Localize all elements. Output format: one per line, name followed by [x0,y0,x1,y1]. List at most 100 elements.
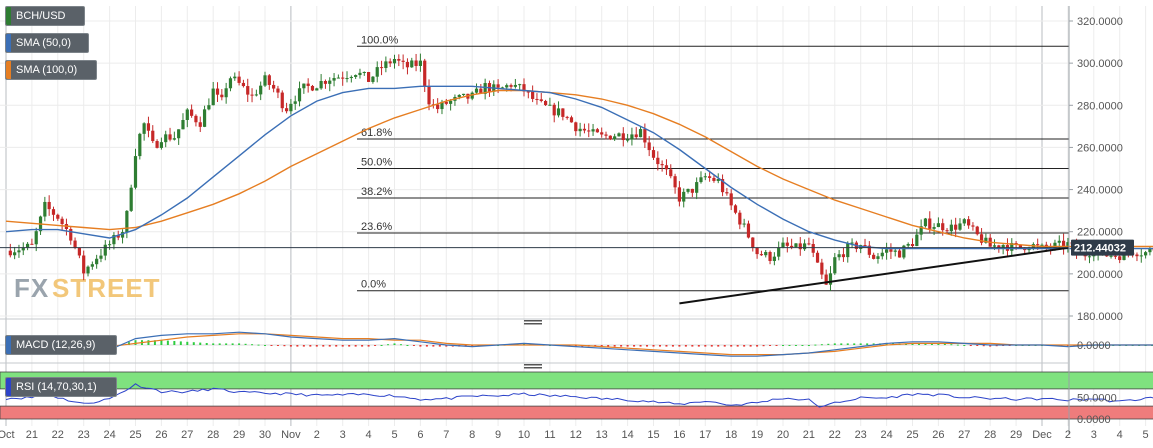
x-tick-label: 18 [725,429,737,441]
legend-sma100-label: SMA (100,0) [16,64,78,76]
candle-body [371,76,375,82]
y-tick-label: 300.0000 [1077,58,1123,70]
legend-symbol[interactable]: BCH/USD [5,6,85,26]
macd-histogram-bar [620,345,623,347]
candle-body [548,104,552,106]
panel-resize-handle[interactable] [524,367,542,369]
macd-histogram-bar [956,344,959,346]
candle-body [228,78,233,89]
candle-body [323,81,328,84]
macd-histogram-bar [270,345,273,346]
candle-body [1040,244,1044,246]
x-tick-label: 25 [129,429,141,441]
y-tick-label: 280.0000 [1077,100,1123,112]
logo-part-street: STREET [52,273,161,303]
candle-body [505,85,509,88]
x-tick-label: 8 [469,429,475,441]
x-tick-label: 22 [52,429,64,441]
legend-swatch [6,7,11,25]
macd-histogram-bar [412,345,415,346]
candle-body [73,240,77,248]
legend-rsi[interactable]: RSI (14,70,30,1) [5,377,117,397]
candle-body [159,142,163,148]
x-tick-label: Dec [1032,429,1052,441]
macd-histogram-bar [846,343,849,345]
x-tick-label: 26 [932,429,944,441]
candle-body [297,88,302,102]
candle-body [1010,243,1014,251]
candle-body [56,214,60,219]
candle-body [241,82,246,87]
candle-body [518,84,522,86]
candle-body [941,223,945,231]
macd-histogram-bar [315,345,318,347]
candle-body [565,116,569,118]
macd-histogram-bar [833,343,836,345]
candle-body [388,61,392,64]
candle-body [405,61,410,68]
panel-resize-handle[interactable] [524,364,542,366]
candle-body [51,209,56,215]
candle-body [500,87,505,89]
candle-body [17,250,21,253]
legend-swatch [6,378,11,396]
candle-body [397,58,401,61]
candle-body [923,218,928,227]
legend-sma100[interactable]: SMA (100,0) [5,60,97,80]
macd-histogram-bar [911,343,914,345]
fxstreet-logo: FX STREET [14,273,161,303]
candle-body [673,176,677,188]
macd-histogram-bar [341,345,344,347]
legend-swatch [6,336,11,354]
panel-resize-handle[interactable] [524,320,542,322]
macd-histogram-bar [814,344,817,346]
macd-histogram-bar [374,345,377,346]
candle-body [43,201,47,217]
macd-histogram-bar [613,345,616,347]
candle-body [293,101,297,104]
candle-body [384,61,388,69]
x-tick-label: 28 [984,429,996,441]
macd-histogram-bar [743,345,746,347]
fib-level-label: 50.0% [361,157,392,169]
panel-resize-handle[interactable] [524,323,542,325]
candle-body [785,242,789,246]
candle-body [440,101,444,110]
macd-histogram-bar [238,343,241,345]
candle-body [967,219,971,226]
candle-body [21,247,25,251]
macd-histogram-bar [684,345,687,347]
candle-body [828,273,833,285]
candle-body [893,250,897,252]
legend-macd[interactable]: MACD (12,26,9) [5,335,117,355]
candle-body [461,93,466,95]
rsi-oversold-zone [0,405,1153,420]
x-tick-label: 2 [314,429,320,441]
candle-body [250,94,254,96]
x-tick-label: 15 [647,429,659,441]
candle-body [543,100,548,106]
legend-sma50[interactable]: SMA (50,0) [5,33,89,53]
candle-body [194,115,198,123]
macd-histogram-bar [665,345,668,347]
y-tick-label: 240.0000 [1077,185,1123,197]
candle-body [833,257,837,274]
candle-body [138,133,142,157]
candle-body [69,229,73,241]
candle-body [703,176,707,178]
candle-body [99,255,103,259]
x-tick-label: 3 [340,429,346,441]
candle-body [47,201,51,210]
macd-histogram-bar [671,345,674,347]
x-tick-label: 24 [880,429,892,441]
macd-histogram-bar [523,343,525,345]
macd-histogram-bar [322,345,325,347]
x-tick-label: 5 [1143,429,1149,441]
candle-body [742,223,746,225]
candle-body [872,254,876,259]
macd-histogram-bar [917,343,920,345]
macd-histogram-bar [976,345,979,346]
candle-body [604,134,608,136]
candle-body [1066,242,1070,248]
